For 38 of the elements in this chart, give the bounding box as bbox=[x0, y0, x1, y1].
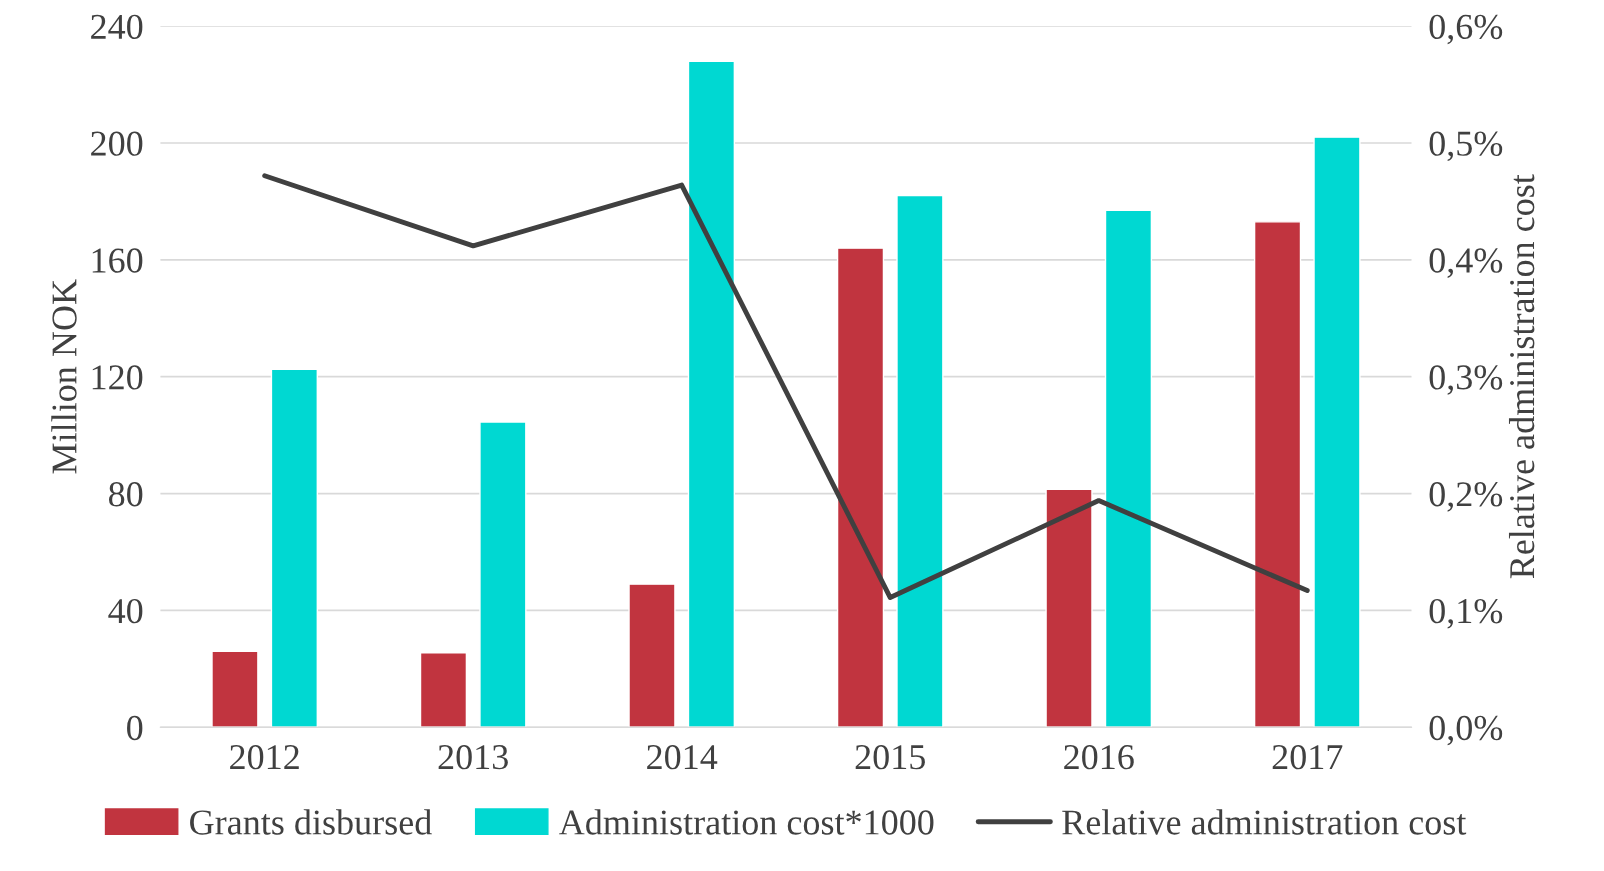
x-tick-label: 2012 bbox=[230, 745, 299, 770]
y-tick-label: 200 bbox=[91, 131, 143, 156]
legend-label: Relative administration cost bbox=[1062, 809, 1467, 835]
x-tick-label: 2016 bbox=[1064, 745, 1134, 770]
bar bbox=[1253, 221, 1302, 728]
y2-tick-label: 0,3% bbox=[1429, 365, 1503, 395]
bar bbox=[419, 652, 468, 728]
bar bbox=[628, 583, 676, 728]
y2-tick-label: 0,1% bbox=[1429, 598, 1503, 629]
y2-tick-label: 0,5% bbox=[1429, 131, 1503, 162]
y2-tick-label: 0,2% bbox=[1429, 482, 1503, 512]
legend-label: Grants disbursed bbox=[190, 809, 432, 835]
bar bbox=[270, 368, 319, 728]
y2-axis-title: Relative administration cost bbox=[1508, 174, 1535, 579]
y-tick-label: 160 bbox=[92, 248, 143, 273]
bar bbox=[896, 194, 944, 728]
y-axis-title: Million NOK bbox=[51, 279, 77, 474]
x-tick-label: 2015 bbox=[855, 745, 925, 770]
bar bbox=[211, 650, 259, 728]
bar bbox=[1104, 209, 1153, 728]
y2-tick-label: 0,6% bbox=[1429, 14, 1503, 45]
y-tick-label: 240 bbox=[91, 14, 143, 40]
bar bbox=[836, 247, 885, 728]
bar bbox=[687, 60, 736, 728]
legend-label: Administration cost*1000 bbox=[559, 809, 934, 835]
y-tick-label: 0 bbox=[127, 715, 143, 741]
y-tick-label: 80 bbox=[109, 482, 143, 507]
bar bbox=[479, 421, 527, 728]
y-tick-label: 120 bbox=[92, 365, 143, 390]
bar bbox=[1313, 136, 1361, 728]
y-tick-label: 40 bbox=[108, 598, 143, 624]
y2-tick-label: 0,0% bbox=[1429, 715, 1503, 746]
x-tick-label: 2013 bbox=[438, 745, 508, 770]
x-tick-label: 2017 bbox=[1272, 745, 1343, 770]
y2-tick-label: 0,4% bbox=[1429, 248, 1503, 278]
x-tick-label: 2014 bbox=[647, 745, 718, 770]
line-series bbox=[262, 173, 1310, 600]
bar bbox=[1045, 488, 1093, 728]
